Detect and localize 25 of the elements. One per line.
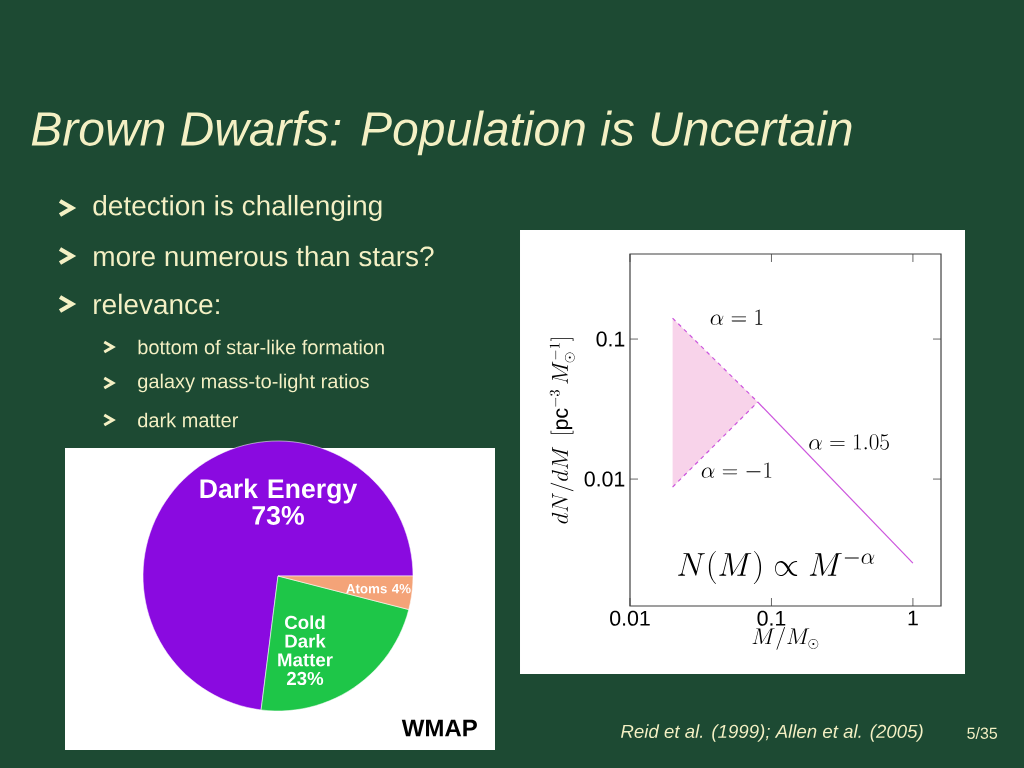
x-axis-title: $M/M_{\odot}$ [752,626,819,650]
data-label: 4% [391,583,411,594]
data-label: 23% [286,671,324,686]
y-axis-title: $dN/dM\ \left[\mathrm{pc}^{-3}\,M_{\odot}^{-1}\right]$ [549,338,575,524]
text: galaxy mass-to-light ratios [138,373,369,393]
annotation: $N(M) \propto M^{-\alpha}$ [678,550,875,584]
text: Reid et al. (1999); Allen et al. (2005) [621,724,923,742]
annotation: $\alpha = 1$ [710,309,763,325]
x-tick-label: 0.1 [757,610,786,626]
chart-title: Brown Dwarfs: Population is Uncertain [31,110,852,156]
annotation: $\alpha = -1$ [701,462,772,478]
text: bottom of star-like formation [138,339,384,355]
text: WMAP [401,719,477,737]
data-label: 73% [252,505,304,525]
slice-label: Atoms [346,584,387,594]
text: 5/35 [967,727,998,739]
text: more numerous than stars? [94,245,434,267]
x-tick-label: 0.01 [610,610,650,626]
text: relevance: [94,293,219,315]
text: detection is challenging [93,194,382,222]
slice-label: Cold Dark Matter [278,615,333,667]
x-tick-label: 1 [908,610,918,626]
annotation: $\alpha = 1.05$ [809,434,889,450]
slice-label: Dark Energy [200,478,358,504]
text: dark matter [138,412,239,428]
